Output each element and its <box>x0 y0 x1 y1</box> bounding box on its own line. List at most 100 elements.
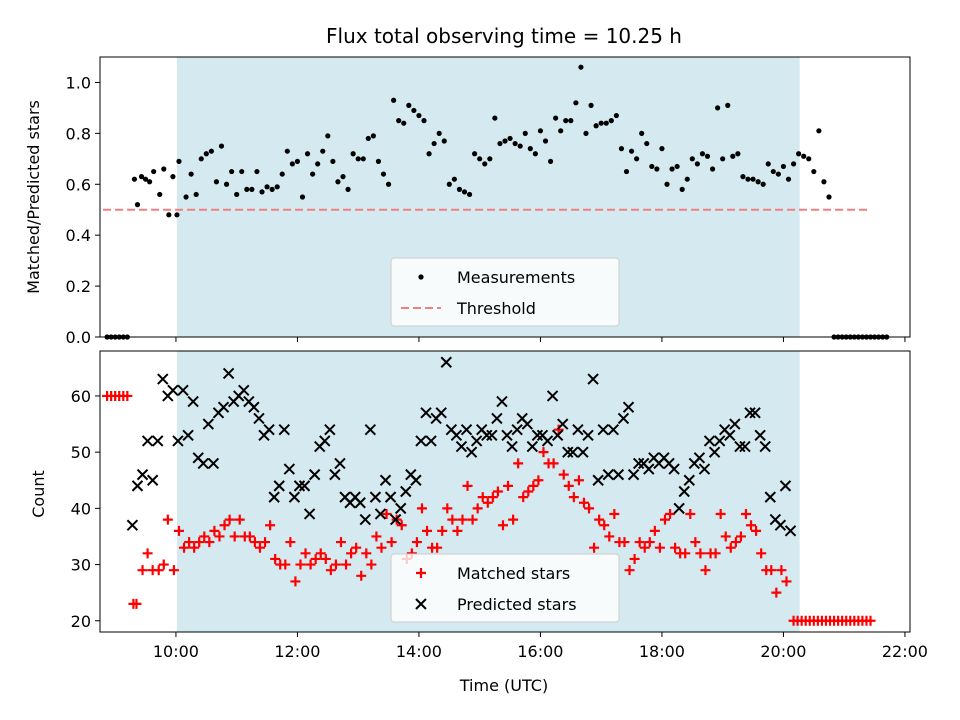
predicted-stars-point <box>592 474 604 486</box>
matched-stars-point <box>599 520 610 531</box>
measurement-point <box>340 174 346 180</box>
measurement-point <box>715 105 721 111</box>
predicted-stars-point <box>187 395 199 408</box>
predicted-stars-point <box>744 407 756 419</box>
predicted-stars-point <box>334 457 346 470</box>
x-axis-label: Time (UTC) <box>459 676 548 695</box>
measurement-point <box>735 151 741 157</box>
matched-stars-point <box>523 486 534 497</box>
measurement-point <box>775 171 781 177</box>
predicted-stars-point <box>693 452 706 464</box>
measurement-point <box>755 179 761 185</box>
matched-stars-point <box>457 514 468 525</box>
matched-stars-point <box>685 508 696 519</box>
x-tick-label: 16:00 <box>517 642 563 661</box>
matched-stars-point <box>740 508 751 519</box>
measurement-point <box>578 64 584 70</box>
matched-stars-point <box>665 508 676 519</box>
matched-stars-point <box>548 458 559 469</box>
matched-stars-point <box>659 514 670 525</box>
measurement-point <box>229 168 235 175</box>
matched-stars-point <box>244 531 255 542</box>
predicted-stars-point <box>546 390 559 402</box>
predicted-stars-point <box>496 395 508 408</box>
measurement-point <box>593 123 599 129</box>
matched-stars-point <box>254 542 265 553</box>
y-tick-label: 40 <box>71 499 91 518</box>
measurement-point <box>760 181 766 187</box>
predicted-stars-point <box>622 401 635 413</box>
matched-stars-point <box>386 537 397 548</box>
measurement-point <box>289 161 295 167</box>
predicted-stars-point <box>708 446 721 458</box>
measurement-point <box>375 158 382 164</box>
measurement-point <box>740 174 746 180</box>
predicted-stars-point <box>759 440 771 453</box>
measurement-point <box>522 130 528 136</box>
matched-stars-point <box>518 492 529 503</box>
x-tick-label: 10:00 <box>153 642 199 661</box>
matched-stars-point <box>356 570 367 581</box>
predicted-stars-point <box>455 440 468 453</box>
measurement-point <box>547 158 554 164</box>
predicted-stars-point <box>248 401 260 413</box>
predicted-stars-point <box>749 407 761 419</box>
matched-stars-point <box>533 475 544 486</box>
matched-stars-point <box>710 548 721 559</box>
matched-stars-point <box>594 514 605 525</box>
measurement-point <box>360 156 366 162</box>
matched-stars-point <box>776 565 787 576</box>
measurement-point <box>674 163 680 170</box>
measurement-point <box>218 143 225 149</box>
measurement-point <box>456 186 463 192</box>
measurement-point <box>284 148 290 154</box>
predicted-stars-point <box>415 435 427 447</box>
measurement-point <box>628 148 635 154</box>
measurement-point <box>406 102 412 108</box>
matched-stars-point <box>432 542 443 553</box>
measurement-point <box>370 133 376 139</box>
predicted-stars-point <box>131 480 144 492</box>
measurement-point <box>166 212 172 218</box>
matched-stars-point <box>335 537 346 548</box>
predicted-stars-point <box>319 435 331 447</box>
matched-stars-point <box>437 525 448 536</box>
predicted-stars-point <box>627 468 640 481</box>
measurement-point <box>542 138 549 144</box>
y-tick-label: 1.0 <box>66 73 91 92</box>
y-tick-label: 0.4 <box>66 226 91 245</box>
measurement-point <box>170 174 176 180</box>
predicted-stars-point <box>369 491 382 503</box>
measurement-point <box>213 179 220 185</box>
matched-stars-point <box>462 480 473 491</box>
predicted-stars-point <box>440 356 452 368</box>
y-tick-label: 30 <box>71 556 91 575</box>
measurement-point <box>694 161 700 167</box>
predicted-stars-point <box>172 435 184 447</box>
measurement-point <box>699 151 706 157</box>
matched-stars-point <box>634 537 645 548</box>
measurement-point <box>183 194 189 200</box>
predicted-stars-point <box>450 429 463 442</box>
predicted-stars-point <box>643 463 655 475</box>
matched-stars-point <box>589 542 600 553</box>
predicted-stars-point <box>278 423 290 436</box>
matched-stars-point <box>341 559 352 570</box>
matched-stars-point <box>315 548 326 559</box>
predicted-stars-point <box>379 474 392 486</box>
matched-stars-point <box>487 492 498 503</box>
matched-stars-point <box>482 497 493 508</box>
matched-stars-point <box>295 559 306 570</box>
predicted-stars-point <box>303 508 316 520</box>
measurement-point <box>330 158 336 164</box>
axes-frame <box>99 350 911 633</box>
measurement-point <box>411 107 417 114</box>
matched-stars-point <box>131 598 142 609</box>
measurement-point <box>765 161 771 167</box>
measurement-point <box>345 186 351 192</box>
matched-stars-point <box>224 514 235 525</box>
predicted-stars-point <box>359 513 371 526</box>
predicted-stars-point <box>521 418 533 430</box>
predicted-stars-point <box>729 418 741 430</box>
